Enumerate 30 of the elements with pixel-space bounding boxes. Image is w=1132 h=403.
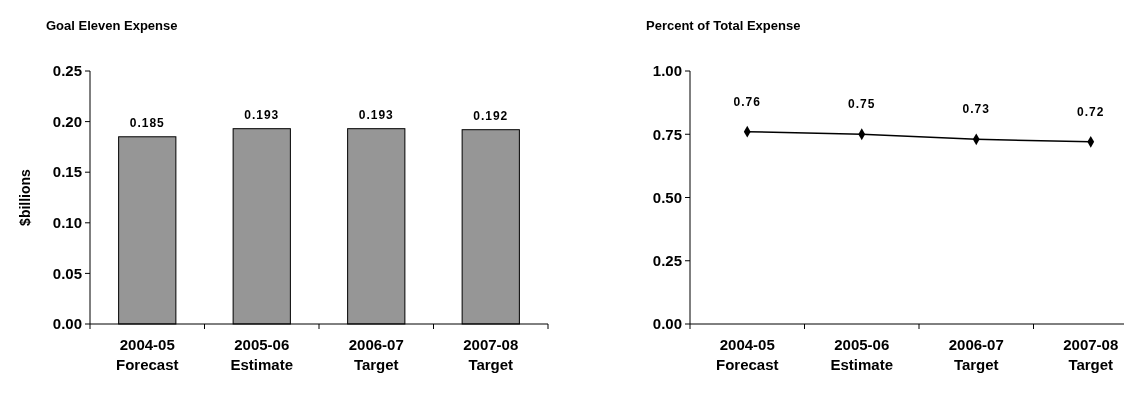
- data-label: 0.193: [244, 107, 280, 122]
- y-tick-label: 0.75: [652, 125, 682, 143]
- chart-title: Percent of Total Expense: [646, 18, 801, 33]
- y-tick-label: 0.20: [52, 112, 82, 130]
- x-tick-label: 2007-08 Target: [463, 336, 519, 373]
- y-tick-label: 0.15: [52, 163, 82, 181]
- y-tick-label: 0.00: [52, 315, 82, 333]
- data-label: 0.73: [962, 102, 990, 117]
- x-tick-label: 2004-05 Forecast: [715, 336, 779, 373]
- x-tick-label: 2007-08 Target: [1063, 336, 1119, 373]
- x-tick-label: 2005-06 Estimate: [230, 336, 294, 373]
- data-label: 0.76: [733, 94, 761, 109]
- y-tick-label: 0.25: [52, 62, 82, 80]
- data-label: 0.193: [358, 107, 394, 122]
- data-label: 0.75: [848, 97, 876, 112]
- x-tick-label: 2005-06 Estimate: [830, 336, 894, 373]
- y-axis-title: $billions: [17, 168, 33, 226]
- data-label: 0.72: [1077, 104, 1105, 119]
- y-tick-label: 0.10: [52, 214, 82, 232]
- y-tick-label: 1.00: [652, 62, 682, 80]
- data-label: 0.185: [129, 115, 165, 130]
- y-tick-label: 0.05: [52, 264, 82, 282]
- y-tick-label: 0.00: [652, 315, 682, 333]
- data-label: 0.192: [473, 108, 509, 123]
- chart-title: Goal Eleven Expense: [46, 18, 178, 33]
- x-tick-label: 2006-07 Target: [348, 336, 404, 373]
- x-tick-label: 2004-05 Forecast: [115, 336, 179, 373]
- y-tick-label: 0.25: [652, 252, 682, 269]
- x-tick-label: 2006-07 Target: [948, 336, 1004, 373]
- y-tick-label: 0.50: [652, 188, 682, 206]
